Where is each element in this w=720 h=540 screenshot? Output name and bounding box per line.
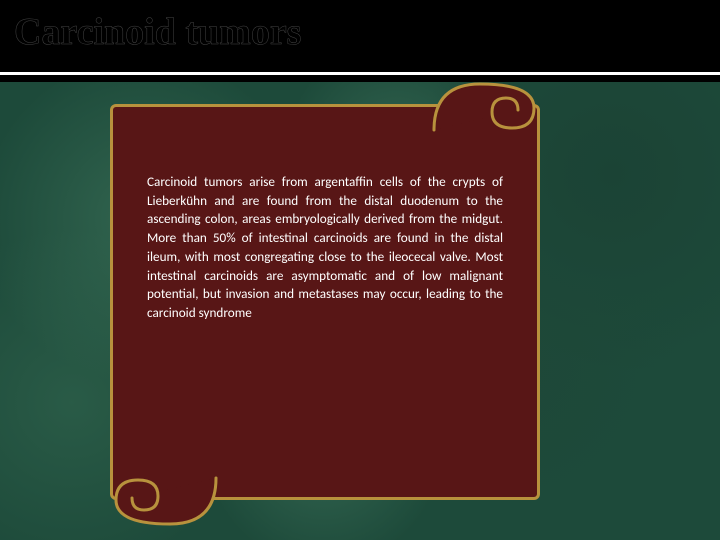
scroll-curl-top-icon: [430, 76, 546, 134]
scroll-shape: Carcinoid tumors arise from argentaffin …: [110, 80, 540, 528]
content-region: Carcinoid tumors arise from argentaffin …: [0, 82, 720, 540]
header-divider: [0, 72, 720, 75]
scroll-curl-bottom-icon: [104, 474, 220, 532]
scroll-body: Carcinoid tumors arise from argentaffin …: [110, 104, 540, 500]
header-region: Carcinoid tumors: [0, 0, 720, 82]
slide-title: Carcinoid tumors: [14, 10, 706, 54]
slide: Carcinoid tumors Carcinoid tumors arise …: [0, 0, 720, 540]
body-text: Carcinoid tumors arise from argentaffin …: [147, 173, 503, 323]
